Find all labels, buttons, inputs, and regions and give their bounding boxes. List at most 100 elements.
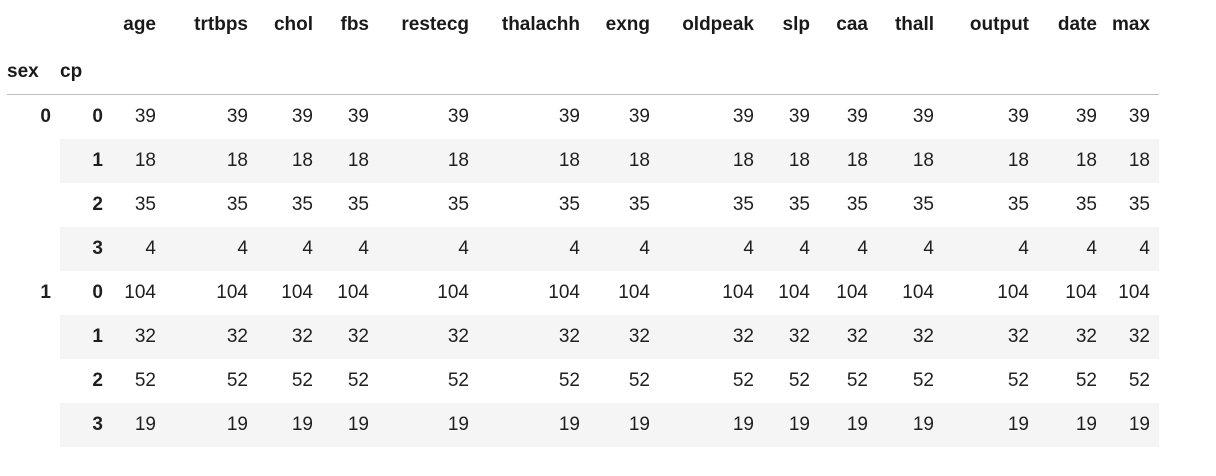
cell-oldpeak: 18 xyxy=(659,139,763,183)
table-row: 1 18 18 18 18 18 18 18 18 18 18 18 18 18 18 xyxy=(7,139,1159,183)
column-header-restecg: restecg xyxy=(401,14,469,35)
cell-chol: 32 xyxy=(257,315,322,359)
column-header-thall: thall xyxy=(894,14,934,35)
cell-output: 35 xyxy=(1007,194,1029,215)
cell-caa: 39 xyxy=(846,106,868,127)
cell-restecg: 4 xyxy=(378,227,478,271)
cell-chol: 52 xyxy=(291,370,313,391)
cell-age: 32 xyxy=(112,315,165,359)
cell-date: 32 xyxy=(1038,315,1106,359)
cell-chol: 4 xyxy=(257,227,322,271)
cell-thalachh: 104 xyxy=(548,282,580,303)
index-cell-cp: 0 xyxy=(92,106,103,127)
index-cell-sex xyxy=(7,183,60,227)
cell-trtbps: 39 xyxy=(226,106,248,127)
cell-caa: 32 xyxy=(819,315,877,359)
column-header-caa: caa xyxy=(836,14,868,35)
index-cell-sex: 0 xyxy=(7,94,60,139)
dataframe-table: age trtbps chol fbs restecg thalachh exn… xyxy=(7,0,1159,447)
cell-slp: 35 xyxy=(788,194,810,215)
cell-slp: 52 xyxy=(788,370,810,391)
table-row: 1 0 104 104 104 104 104 104 104 104 104 104 104 104 10… xyxy=(7,271,1159,315)
cell-oldpeak: 104 xyxy=(722,282,754,303)
table-header: age trtbps chol fbs restecg thalachh exn… xyxy=(7,0,1159,95)
index-name-sex: sex xyxy=(7,61,39,82)
cell-thall: 32 xyxy=(877,315,943,359)
cell-exng: 32 xyxy=(589,315,659,359)
cell-thall: 18 xyxy=(877,139,943,183)
cell-slp: 4 xyxy=(763,227,819,271)
cell-thalachh: 32 xyxy=(478,315,589,359)
table-row: 1 32 32 32 32 32 32 32 32 32 32 32 32 32 32 xyxy=(7,315,1159,359)
cell-max: 104 xyxy=(1118,282,1150,303)
cell-max: 39 xyxy=(1128,106,1150,127)
cell-fbs: 32 xyxy=(322,315,378,359)
cell-fbs: 4 xyxy=(322,227,378,271)
index-cell-cp: 3 xyxy=(60,403,112,447)
index-cell-cp: 2 xyxy=(92,194,103,215)
cell-caa: 52 xyxy=(846,370,868,391)
cell-age: 35 xyxy=(134,194,156,215)
cell-oldpeak: 32 xyxy=(659,315,763,359)
cell-age: 39 xyxy=(134,106,156,127)
index-cell-sex xyxy=(7,359,60,403)
index-cell-cp: 2 xyxy=(92,370,103,391)
index-cell-sex xyxy=(7,227,60,271)
cell-chol: 104 xyxy=(281,282,313,303)
cell-chol: 39 xyxy=(291,106,313,127)
cell-fbs: 35 xyxy=(347,194,369,215)
cell-slp: 39 xyxy=(788,106,810,127)
cell-thall: 39 xyxy=(912,106,934,127)
cell-output: 104 xyxy=(997,282,1029,303)
cell-age: 104 xyxy=(124,282,156,303)
column-header-thalachh: thalachh xyxy=(501,14,580,35)
cell-thall: 52 xyxy=(912,370,934,391)
cell-age: 18 xyxy=(112,139,165,183)
cell-date: 35 xyxy=(1075,194,1097,215)
column-header-fbs: fbs xyxy=(340,14,370,35)
cell-max: 52 xyxy=(1128,370,1150,391)
cell-max: 18 xyxy=(1106,139,1159,183)
cell-thalachh: 39 xyxy=(558,106,580,127)
column-header-max: max xyxy=(1111,14,1150,35)
cell-date: 39 xyxy=(1075,106,1097,127)
dataframe-output: age trtbps chol fbs restecg thalachh exn… xyxy=(7,0,1159,447)
cell-trtbps: 104 xyxy=(216,282,248,303)
column-header-age: age xyxy=(123,14,156,35)
cell-date: 19 xyxy=(1038,403,1106,447)
cell-chol: 35 xyxy=(291,194,313,215)
cell-caa: 18 xyxy=(819,139,877,183)
cell-thall: 104 xyxy=(902,282,934,303)
column-header-exng: exng xyxy=(605,14,650,35)
cell-exng: 39 xyxy=(628,106,650,127)
cell-slp: 32 xyxy=(763,315,819,359)
cell-age: 4 xyxy=(112,227,165,271)
cell-fbs: 52 xyxy=(347,370,369,391)
cell-thall: 35 xyxy=(912,194,934,215)
index-cell-sex xyxy=(7,139,60,183)
corner-cell xyxy=(60,0,112,50)
table-row: 0 0 39 39 39 39 39 39 39 39 39 39 39 39 39 39 xyxy=(7,94,1159,139)
table-body: 0 0 39 39 39 39 39 39 39 39 39 39 39 39 39 39 1 18 18 18 18 1… xyxy=(7,94,1159,447)
column-header-oldpeak: oldpeak xyxy=(682,14,754,35)
cell-restecg: 32 xyxy=(378,315,478,359)
cell-fbs: 104 xyxy=(337,282,369,303)
cell-caa: 4 xyxy=(819,227,877,271)
column-header-output: output xyxy=(969,14,1029,35)
cell-exng: 19 xyxy=(589,403,659,447)
cell-thalachh: 18 xyxy=(478,139,589,183)
column-header-date: date xyxy=(1057,14,1097,35)
cell-thall: 19 xyxy=(877,403,943,447)
cell-output: 4 xyxy=(943,227,1038,271)
cell-date: 52 xyxy=(1075,370,1097,391)
cell-trtbps: 52 xyxy=(226,370,248,391)
cell-thalachh: 35 xyxy=(558,194,580,215)
cell-output: 18 xyxy=(943,139,1038,183)
cell-restecg: 52 xyxy=(447,370,469,391)
corner-cell xyxy=(7,0,60,50)
index-cell-sex xyxy=(7,315,60,359)
cell-output: 39 xyxy=(1007,106,1029,127)
cell-caa: 35 xyxy=(846,194,868,215)
table-row: 2 35 35 35 35 35 35 35 35 35 35 35 35 35 35 xyxy=(7,183,1159,227)
